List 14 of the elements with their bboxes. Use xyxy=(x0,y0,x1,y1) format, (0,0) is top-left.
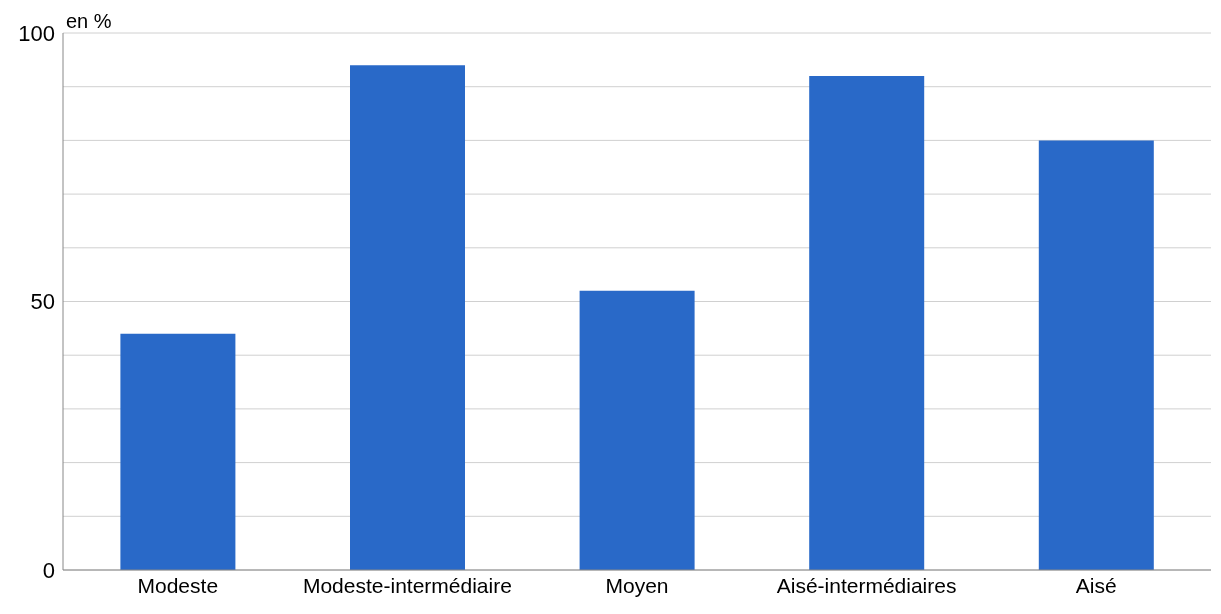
y-tick-label: 50 xyxy=(30,289,55,315)
bar xyxy=(1038,140,1154,570)
y-tick-label: 100 xyxy=(18,20,55,46)
x-tick-label: Moyen xyxy=(605,573,669,597)
y-axis-title: en % xyxy=(66,10,112,33)
x-tick-label: Aisé xyxy=(1075,573,1117,597)
bar xyxy=(120,333,236,570)
x-tick-label: Modeste xyxy=(137,573,219,597)
bar xyxy=(809,75,925,570)
bar xyxy=(579,290,695,570)
y-tick-label: 0 xyxy=(42,557,55,583)
x-tick-label: Aisé-intermédiaires xyxy=(776,573,957,597)
x-tick-label: Modeste-intermédiaire xyxy=(302,573,512,597)
bar xyxy=(350,65,465,570)
